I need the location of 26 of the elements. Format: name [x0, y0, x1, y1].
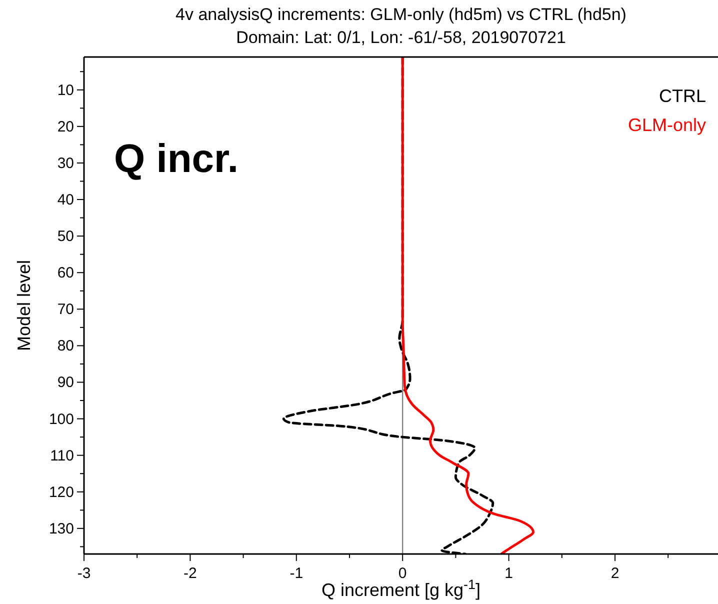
- y-tick-label: 100: [48, 410, 74, 428]
- x-tick-label: 1: [504, 565, 513, 582]
- y-tick-label: 80: [57, 338, 74, 355]
- chart-subtitle: Domain: Lat: 0/1, Lon: -61/-58, 2019070721: [236, 28, 566, 47]
- x-tick-label: -1: [290, 565, 304, 582]
- y-tick-label: 60: [57, 264, 74, 282]
- y-tick-label: 110: [50, 447, 74, 464]
- x-tick-label: -3: [77, 565, 91, 582]
- y-tick-label: 130: [48, 520, 74, 538]
- y-tick-label: 90: [57, 374, 74, 392]
- chart-title: 4v analysisQ increments: GLM-only (hd5m) vs CTRL (hd5n): [176, 5, 626, 24]
- y-tick-label: 30: [57, 154, 74, 172]
- y-tick-label: 50: [57, 228, 74, 246]
- text: GLM-only: [628, 115, 706, 135]
- y-axis-title: Model level: [14, 260, 34, 352]
- y-tick-label: 10: [57, 82, 74, 99]
- text: CTRL: [658, 86, 706, 106]
- line-series: [401, 57, 534, 554]
- x-tick-label: 0: [398, 565, 407, 582]
- y-tick-label: 20: [57, 118, 74, 136]
- x-tick-label: 2: [610, 565, 620, 582]
- y-tick-label: 40: [57, 192, 74, 209]
- x-tick-label: -2: [184, 565, 197, 582]
- annotation: Q incr.: [114, 137, 238, 181]
- y-tick-label: 70: [57, 301, 74, 318]
- y-tick-label: 120: [48, 484, 74, 501]
